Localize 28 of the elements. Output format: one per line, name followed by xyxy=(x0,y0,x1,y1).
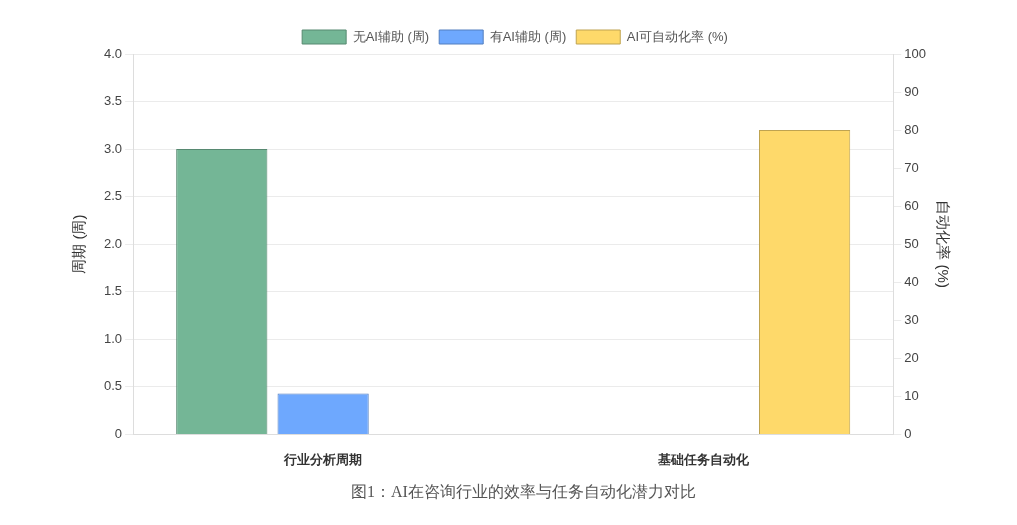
y2-tick-label: 0 xyxy=(904,425,912,441)
y-axis-title: 周期 (周) xyxy=(70,214,88,274)
y-tick-label: 2.0 xyxy=(103,235,123,251)
y2-tick-label: 50 xyxy=(904,235,919,251)
y2-tick-label: 60 xyxy=(904,197,919,213)
x-tick-label: 行业分析周期 xyxy=(283,451,363,467)
y-tick-label: 0.5 xyxy=(103,378,123,394)
caption: 图1：AI在咨询行业的效率与任务自动化潜力对比 xyxy=(350,482,697,502)
y-tick-label: 4.0 xyxy=(103,45,123,61)
y2-axis-title: 自动化率 (%) xyxy=(934,200,952,288)
y2-tick-label: 100 xyxy=(904,45,927,61)
legend-label: AI可自动化率 (%) xyxy=(626,28,728,44)
y2-tick-label: 20 xyxy=(904,349,919,365)
y2-tick-label: 70 xyxy=(904,159,919,175)
y-tick-label: 2.5 xyxy=(103,188,123,204)
legend-label: 无AI辅助 (周) xyxy=(352,28,430,44)
y2-tick-label: 40 xyxy=(904,273,919,289)
y2-tick-label: 90 xyxy=(904,83,919,99)
x-tick-label: 基础任务自动化 xyxy=(656,451,750,467)
y2-tick-label: 80 xyxy=(904,121,919,137)
y-tick-label: 3.5 xyxy=(103,93,123,109)
y2-tick-label: 10 xyxy=(904,387,919,403)
y-tick-label: 0 xyxy=(114,425,123,441)
legend-label: 有AI辅助 (周) xyxy=(489,28,567,44)
y-tick-label: 3.0 xyxy=(103,140,123,156)
y-tick-label: 1.5 xyxy=(103,283,123,299)
y-tick-label: 1.0 xyxy=(103,330,123,346)
y2-tick-label: 30 xyxy=(904,311,919,327)
